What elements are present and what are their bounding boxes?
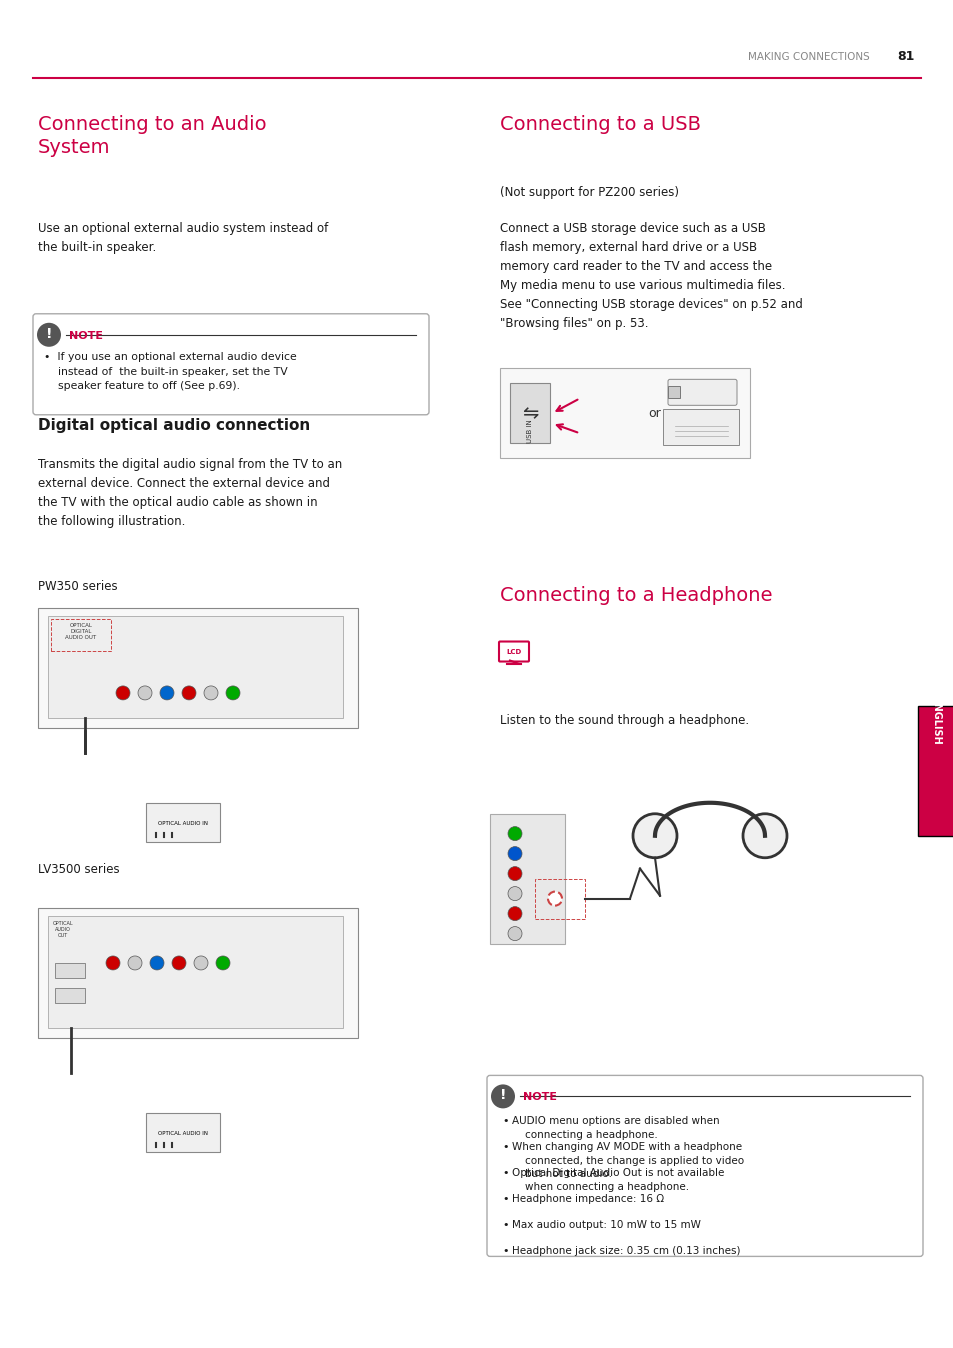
Circle shape [128, 956, 142, 971]
Circle shape [507, 847, 521, 860]
Text: ENGLISH: ENGLISH [930, 697, 940, 745]
Text: •  If you use an optional external audio device
    instead of  the built-in spe: • If you use an optional external audio … [44, 352, 296, 391]
Text: Headphone jack size: 0.35 cm (0.13 inches): Headphone jack size: 0.35 cm (0.13 inche… [512, 1247, 740, 1256]
Text: Max audio output: 10 mW to 15 mW: Max audio output: 10 mW to 15 mW [512, 1220, 700, 1231]
FancyBboxPatch shape [146, 1113, 220, 1153]
Text: !: ! [499, 1088, 506, 1103]
FancyBboxPatch shape [146, 803, 220, 842]
Text: Headphone impedance: 16 Ω: Headphone impedance: 16 Ω [512, 1194, 663, 1204]
Circle shape [507, 887, 521, 900]
Circle shape [138, 686, 152, 700]
FancyBboxPatch shape [490, 814, 564, 944]
Bar [55, 988, 85, 1003]
Text: Listen to the sound through a headphone.: Listen to the sound through a headphone. [499, 714, 748, 728]
Circle shape [742, 814, 786, 857]
Text: •: • [501, 1142, 508, 1153]
Text: (Not support for PZ200 series): (Not support for PZ200 series) [499, 186, 679, 200]
Text: LCD: LCD [506, 648, 521, 655]
Circle shape [172, 956, 186, 971]
Text: Digital optical audio connection: Digital optical audio connection [38, 418, 310, 433]
Circle shape [226, 686, 240, 700]
Circle shape [491, 1084, 515, 1108]
FancyBboxPatch shape [667, 387, 679, 398]
Circle shape [507, 867, 521, 880]
Circle shape [507, 907, 521, 921]
Circle shape [547, 891, 561, 906]
Text: •: • [501, 1169, 508, 1178]
Text: 81: 81 [897, 50, 914, 63]
Text: OPTICAL
AUDIO
OUT: OPTICAL AUDIO OUT [52, 921, 73, 938]
FancyBboxPatch shape [38, 608, 357, 728]
Circle shape [193, 956, 208, 971]
Text: Transmits the digital audio signal from the TV to an
external device. Connect th: Transmits the digital audio signal from … [38, 458, 342, 528]
Text: LV3500 series: LV3500 series [38, 863, 119, 876]
Circle shape [507, 826, 521, 841]
Text: OPTICAL
DIGITAL
AUDIO OUT: OPTICAL DIGITAL AUDIO OUT [66, 623, 96, 639]
FancyBboxPatch shape [662, 410, 739, 445]
Text: •: • [501, 1194, 508, 1204]
Text: Connecting to a USB: Connecting to a USB [499, 115, 700, 133]
Circle shape [116, 686, 130, 700]
Text: OPTICAL AUDIO IN: OPTICAL AUDIO IN [158, 821, 208, 826]
Circle shape [160, 686, 173, 700]
Text: Connecting to an Audio
System: Connecting to an Audio System [38, 115, 266, 158]
Circle shape [182, 686, 195, 700]
Text: Optical Digital Audio Out is not available
    when connecting a headphone.: Optical Digital Audio Out is not availab… [512, 1169, 723, 1192]
Text: NOTE: NOTE [522, 1092, 557, 1103]
FancyBboxPatch shape [498, 642, 529, 662]
Text: USB IN: USB IN [526, 419, 533, 443]
Text: PW350 series: PW350 series [38, 580, 117, 593]
Circle shape [150, 956, 164, 971]
Text: •: • [501, 1247, 508, 1256]
FancyBboxPatch shape [917, 706, 953, 836]
FancyBboxPatch shape [510, 383, 550, 443]
FancyBboxPatch shape [486, 1076, 923, 1256]
Text: or: or [648, 407, 660, 419]
FancyBboxPatch shape [667, 379, 737, 406]
FancyBboxPatch shape [48, 616, 343, 718]
FancyBboxPatch shape [33, 314, 429, 415]
Text: •: • [501, 1116, 508, 1127]
Text: Use an optional external audio system instead of
the built-in speaker.: Use an optional external audio system in… [38, 222, 328, 255]
Circle shape [204, 686, 218, 700]
Text: AUDIO menu options are disabled when
    connecting a headphone.: AUDIO menu options are disabled when con… [512, 1116, 719, 1139]
Bar [55, 962, 85, 977]
Circle shape [633, 814, 677, 857]
Text: ⇋: ⇋ [521, 404, 537, 423]
Circle shape [215, 956, 230, 971]
Circle shape [37, 322, 61, 346]
Text: NOTE: NOTE [69, 330, 103, 341]
FancyBboxPatch shape [48, 915, 343, 1029]
Text: Connecting to a Headphone: Connecting to a Headphone [499, 586, 772, 605]
Text: OPTICAL AUDIO IN: OPTICAL AUDIO IN [158, 1131, 208, 1136]
FancyBboxPatch shape [38, 909, 357, 1038]
Text: !: ! [46, 326, 52, 341]
Text: •: • [501, 1220, 508, 1231]
Circle shape [106, 956, 120, 971]
FancyBboxPatch shape [499, 368, 749, 458]
Text: Connect a USB storage device such as a USB
flash memory, external hard drive or : Connect a USB storage device such as a U… [499, 222, 802, 330]
Text: MAKING CONNECTIONS: MAKING CONNECTIONS [747, 51, 869, 62]
Text: When changing AV MODE with a headphone
    connected, the change is applied to v: When changing AV MODE with a headphone c… [512, 1142, 743, 1178]
Circle shape [507, 926, 521, 941]
